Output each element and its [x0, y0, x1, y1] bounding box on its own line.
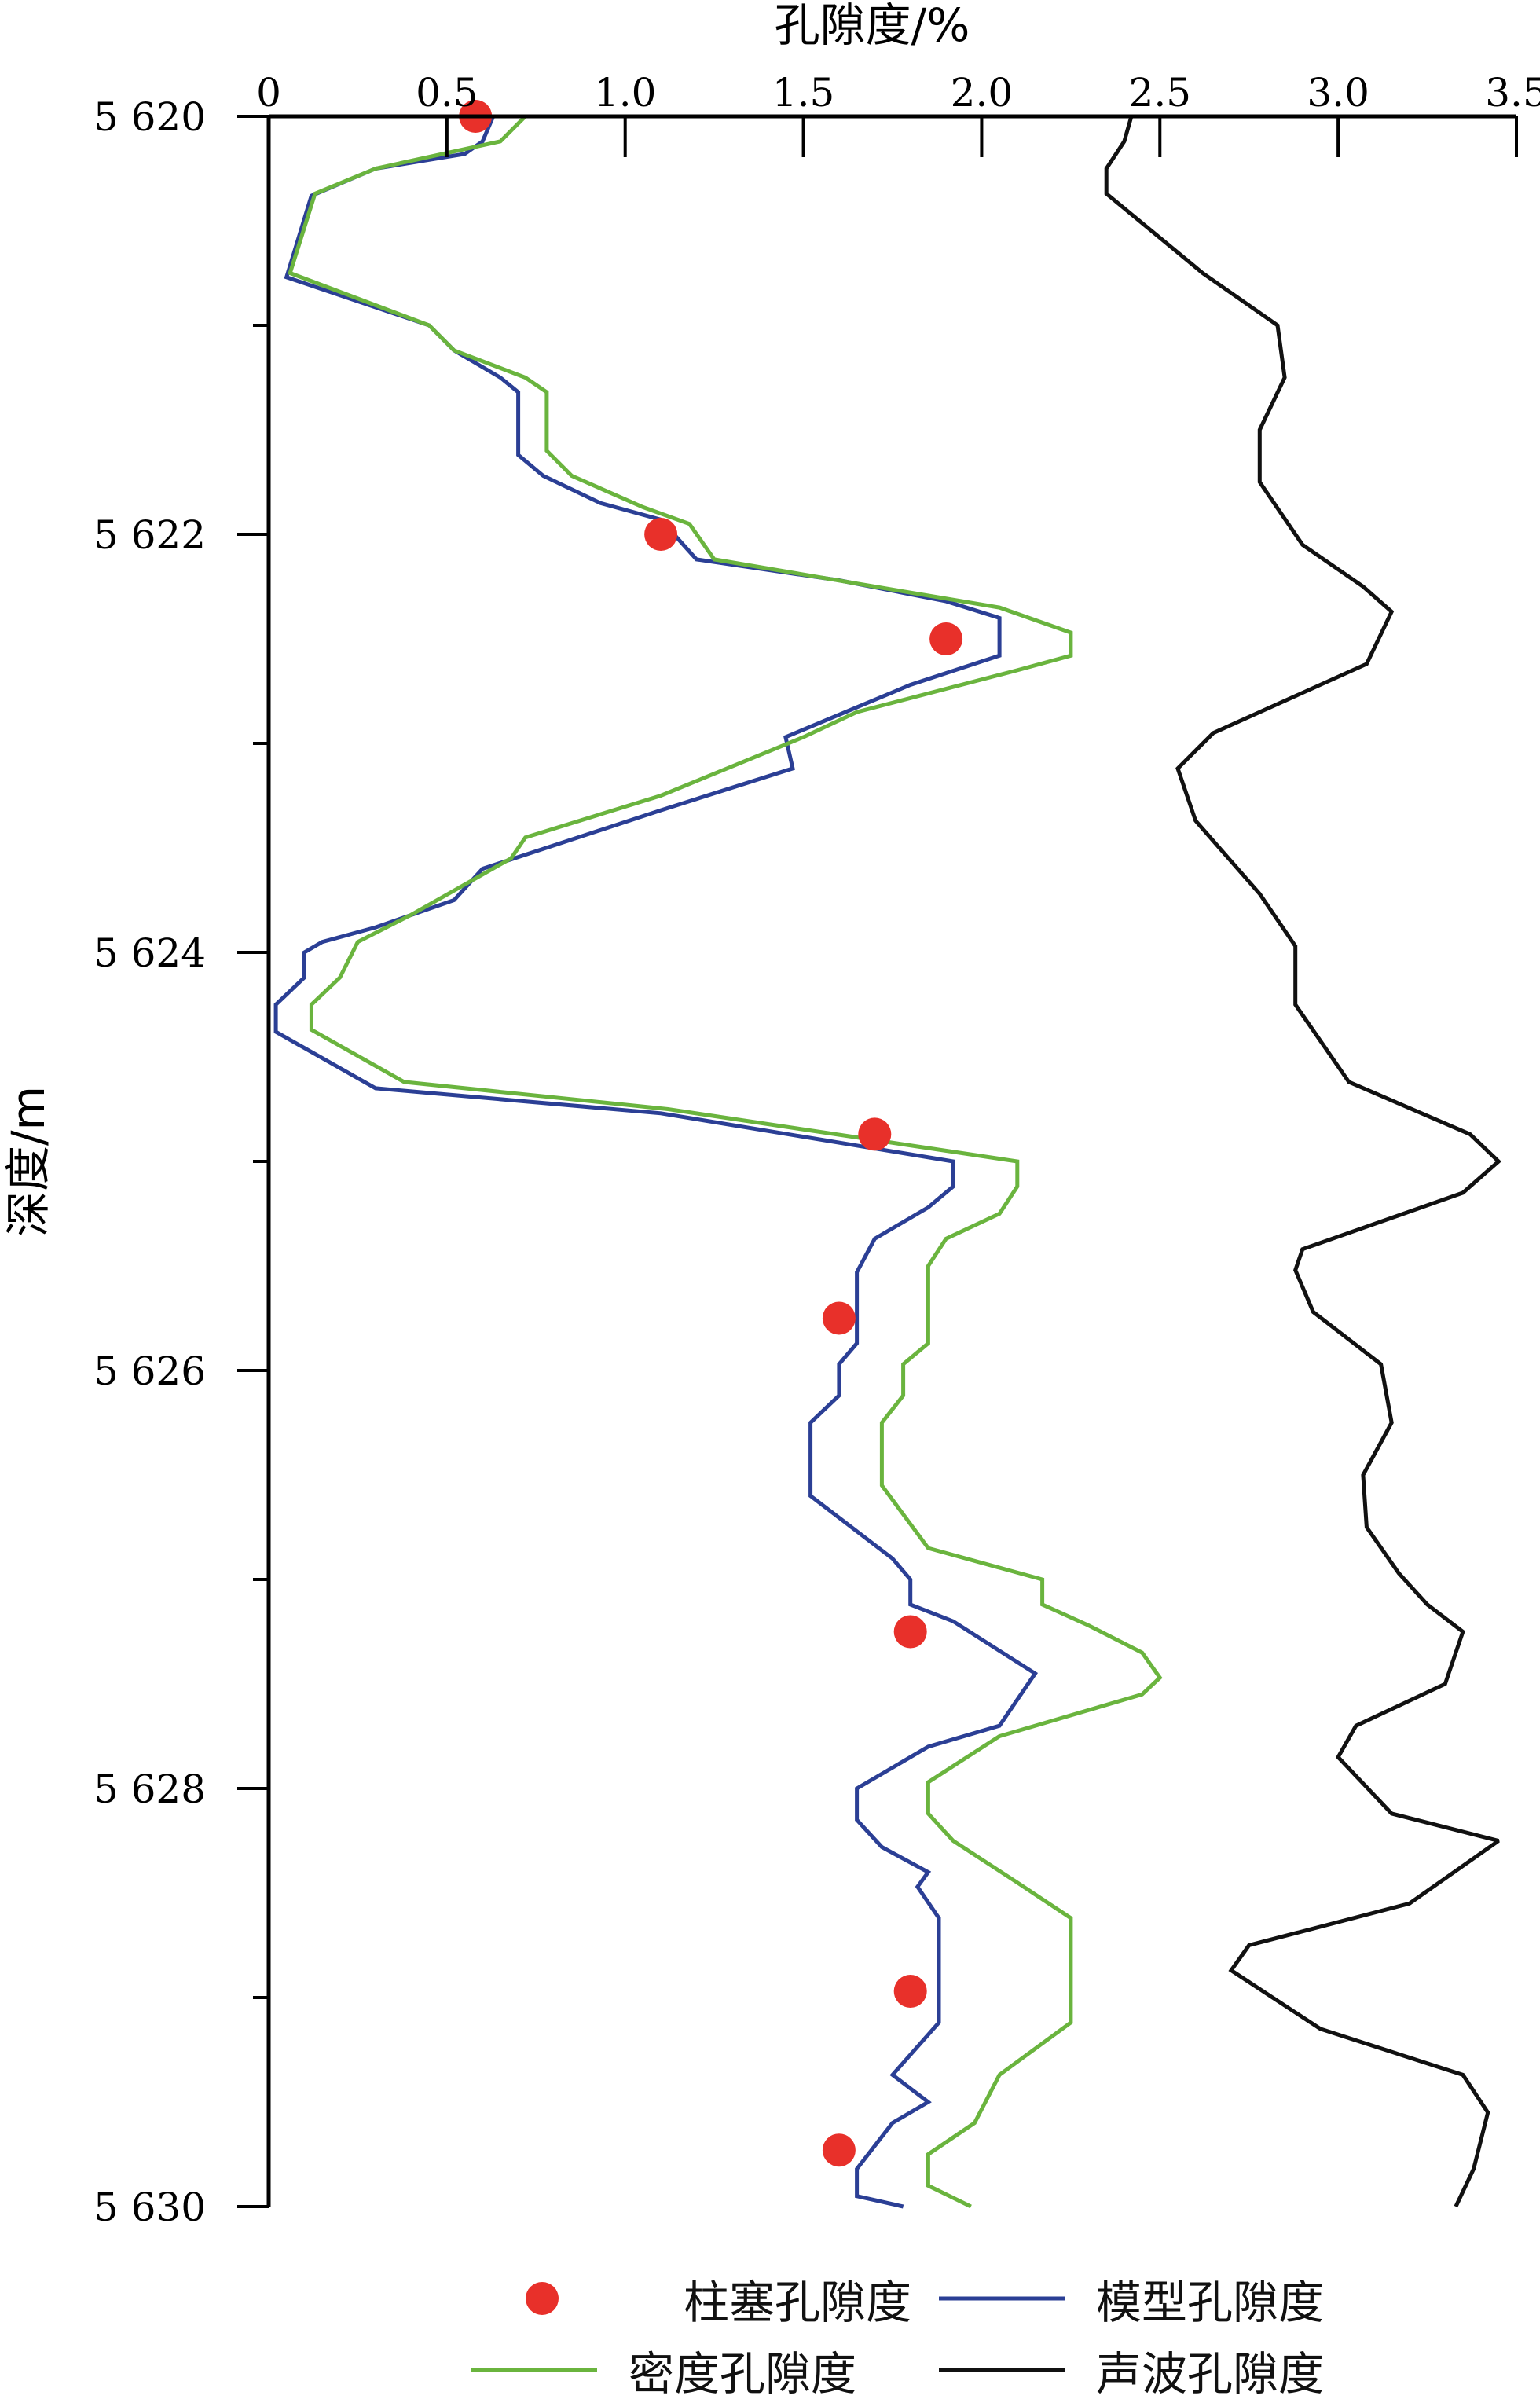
- scatter-point-6: [893, 1975, 927, 2008]
- x-tick-label-5: 2.5: [1129, 70, 1192, 116]
- y-tick-label-0: 5 620: [94, 94, 206, 140]
- x-tick-label-6: 3.0: [1307, 70, 1370, 116]
- scatter-point-3: [858, 1117, 892, 1151]
- scatter-point-1: [644, 518, 678, 551]
- series-line-3: [1104, 116, 1502, 2208]
- y-tick-label-2: 5 624: [94, 930, 206, 976]
- scatter-point-5: [893, 1615, 927, 1649]
- x-tick-label-7: 3.5: [1485, 70, 1540, 116]
- y-axis-title: 深度/m: [2, 1086, 55, 1237]
- scatter-point-4: [822, 1301, 856, 1335]
- y-tick-label-5: 5 630: [94, 2185, 206, 2230]
- series-line-1: [273, 116, 1039, 2209]
- y-tick-label-1: 5 622: [94, 512, 206, 558]
- x-axis-title: 孔隙度/%: [775, 0, 970, 52]
- series-line-2: [288, 115, 1163, 2209]
- x-tick-label-0: 0: [256, 70, 281, 116]
- series-layer: [273, 100, 1502, 2209]
- x-tick-label-3: 1.5: [772, 70, 835, 116]
- y-tick-label-4: 5 628: [94, 1766, 206, 1812]
- scatter-point-7: [822, 2133, 856, 2167]
- scatter-point-2: [930, 622, 963, 655]
- x-tick-label-2: 1.0: [594, 70, 657, 116]
- x-tick-label-4: 2.0: [951, 70, 1014, 116]
- y-tick-label-3: 5 626: [94, 1348, 206, 1394]
- x-tick-label-1: 0.5: [416, 70, 478, 116]
- axes-layer: 0 0.5 1.0 1.5 2.0 2.5 3.0 3.5 5 620 5 622 5 624 5 6…: [2, 0, 1540, 2230]
